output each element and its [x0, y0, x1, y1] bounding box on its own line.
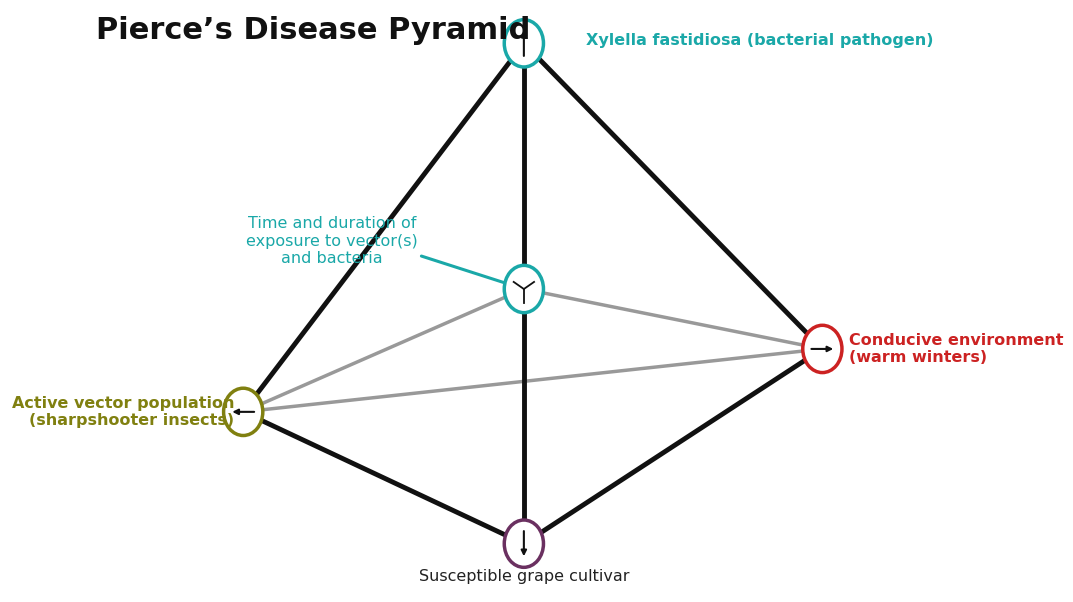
Text: Xylella fastidiosa (bacterial pathogen): Xylella fastidiosa (bacterial pathogen)	[586, 33, 934, 48]
Ellipse shape	[504, 20, 543, 67]
Text: Pierce’s Disease Pyramid: Pierce’s Disease Pyramid	[97, 16, 530, 45]
Ellipse shape	[223, 388, 263, 435]
Ellipse shape	[504, 520, 543, 567]
Text: Conducive environment
(warm winters): Conducive environment (warm winters)	[849, 333, 1063, 365]
Text: Susceptible grape cultivar: Susceptible grape cultivar	[418, 569, 629, 584]
Text: Active vector population
(sharpshooter insects): Active vector population (sharpshooter i…	[12, 396, 234, 428]
Ellipse shape	[803, 325, 842, 373]
Text: Time and duration of
exposure to vector(s)
and bacteria: Time and duration of exposure to vector(…	[247, 216, 418, 266]
Ellipse shape	[504, 265, 543, 312]
